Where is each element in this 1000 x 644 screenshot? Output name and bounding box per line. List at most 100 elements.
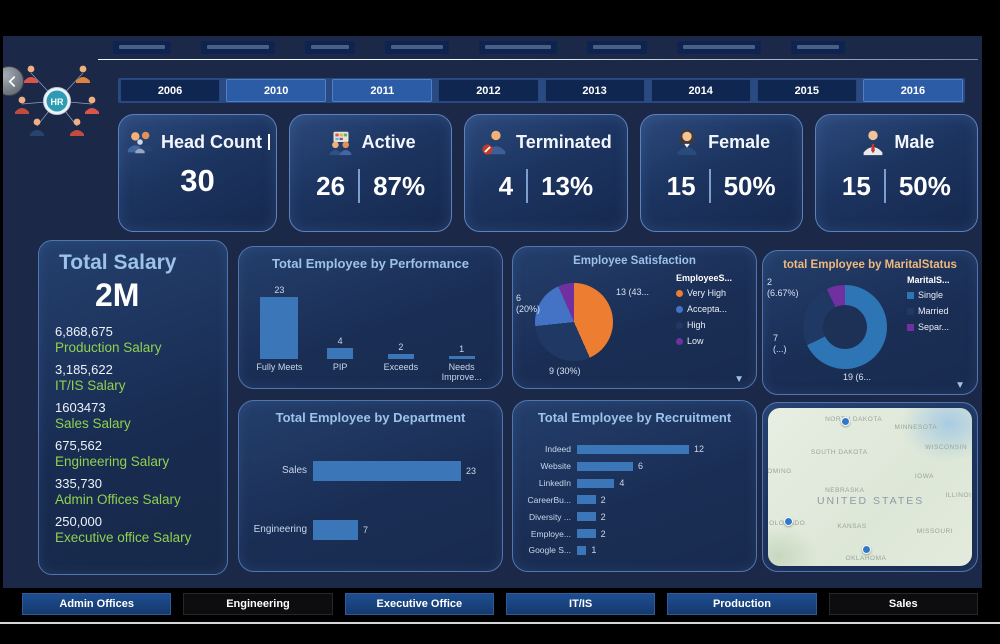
kpi-header-row: Terminated <box>480 127 612 157</box>
legend-item-married[interactable]: Married <box>907 306 971 316</box>
kpi-header-row: Male <box>858 127 934 157</box>
cropped-slicer-item[interactable] <box>201 40 275 54</box>
year-button-2014[interactable]: 2014 <box>650 79 751 102</box>
recruitment-bars: Indeed 12 Website 6 LinkedIn 4 CareerBu... 2 Div… <box>521 441 744 559</box>
bar-row: Sales 23 <box>247 460 490 481</box>
bar[interactable] <box>577 529 596 539</box>
pie-chart[interactable] <box>535 283 613 361</box>
bar[interactable] <box>577 461 633 471</box>
chart-title: Total Employee by Department <box>275 410 466 425</box>
legend-item-accepta-[interactable]: Accepta... <box>676 304 748 314</box>
kpi-card-male: Male 15 50% <box>814 114 978 232</box>
donut-chart[interactable] <box>803 285 887 369</box>
salary-value: 3,185,622 <box>55 362 113 377</box>
map-location-marker[interactable] <box>784 517 794 527</box>
year-button-2011[interactable]: 2011 <box>332 79 433 102</box>
data-label: 9 (30%) <box>549 366 581 376</box>
year-button-2010[interactable]: 2010 <box>226 79 327 102</box>
salary-total-value: 2M <box>95 277 140 313</box>
bar-value-label: 2 <box>600 528 606 539</box>
kpi-divider <box>708 169 711 203</box>
cropped-slicer-item[interactable] <box>791 40 845 54</box>
chevron-down-icon[interactable]: ▼ <box>734 374 744 385</box>
performance-bars: 23 Fully Meets 4 PIP 2 Exceeds 1 Needs Improve.… <box>249 279 492 384</box>
bar[interactable] <box>327 348 354 359</box>
cropped-slicer-item[interactable] <box>677 40 761 54</box>
bar[interactable] <box>577 512 596 522</box>
bar-value-label: 4 <box>337 336 343 347</box>
letterbox-top <box>0 0 1000 36</box>
cropped-slicer-item[interactable] <box>113 40 171 54</box>
cropped-slicer-item[interactable] <box>305 40 355 54</box>
bar-column: 1 Needs Improve... <box>434 344 490 384</box>
year-button-2013[interactable]: 2013 <box>544 79 645 102</box>
bar-row: CareerBu... 2 <box>521 495 744 505</box>
kpi-values: 26 87% <box>316 169 425 203</box>
us-map[interactable]: NORTH DAKOTA MINNESOTA SOUTH DAKOTA WISCONS… <box>768 408 972 566</box>
cropped-slicer-item[interactable] <box>587 40 647 54</box>
bar[interactable] <box>448 356 475 359</box>
salary-value: 250,000 <box>55 514 102 529</box>
legend-label: Very High <box>687 288 727 298</box>
salary-label: Executive office Salary <box>55 530 192 545</box>
salary-panel-title: Total Salary <box>59 251 177 274</box>
bar[interactable] <box>577 545 587 555</box>
kpi-title: Male <box>894 131 935 152</box>
kpi-percent: 87% <box>373 170 426 201</box>
divider-line <box>0 622 1000 624</box>
department-button-engineering[interactable]: Engineering <box>183 593 333 615</box>
bar-value-label: 2 <box>600 494 606 505</box>
year-button-2016[interactable]: 2016 <box>862 79 963 102</box>
map-location-marker[interactable] <box>861 545 871 555</box>
department-button-admin-offices[interactable]: Admin Offices <box>22 593 172 615</box>
map-location-marker[interactable] <box>841 417 851 427</box>
bar-category-label: PIP <box>332 362 348 372</box>
department-chart-card: Total Employee by Department Sales 23 Engi… <box>238 400 503 572</box>
chevron-down-icon[interactable]: ▼ <box>955 380 965 391</box>
department-button-it-is[interactable]: IT/IS <box>505 593 656 615</box>
kpi-header-row: Head Count <box>125 127 270 157</box>
legend-item-low[interactable]: Low <box>676 336 748 346</box>
bar[interactable] <box>577 478 615 488</box>
map-state-label: MISSOURI <box>916 528 954 536</box>
legend-item-separ-[interactable]: Separ... <box>907 322 971 332</box>
data-label: 6 (20%) <box>516 293 541 314</box>
bar[interactable] <box>577 444 689 454</box>
performance-chart-card: Total Employee by Performance 23 Fully Me… <box>238 246 503 389</box>
data-label: 7 (...) <box>773 333 787 354</box>
map-state-label: SOUTH DAKOTA <box>810 449 868 457</box>
map-state-label: OKLAHOMA <box>845 554 887 562</box>
hr-dashboard: HR 2006 2010 2011 2012 2013 2014 2015 2016 Head… <box>3 36 982 588</box>
year-button-2015[interactable]: 2015 <box>756 79 857 102</box>
bar-category-label: Exceeds <box>383 362 419 372</box>
cropped-slicer-item[interactable] <box>479 40 557 54</box>
hr-logo: HR <box>11 60 103 142</box>
bar[interactable] <box>387 353 414 359</box>
kpi-card-terminated: Terminated 4 13% <box>464 114 628 232</box>
bar-row: Website 6 <box>521 461 744 471</box>
bar[interactable] <box>260 297 299 359</box>
kpi-percent: 50% <box>723 170 776 201</box>
legend-marker <box>907 323 914 331</box>
salary-item: 3,185,622 IT/IS Salary <box>55 362 227 393</box>
bar-column: 2 Exceeds <box>373 342 429 384</box>
legend-item-very-high[interactable]: Very High <box>676 288 748 298</box>
legend-item-single[interactable]: Single <box>907 290 971 300</box>
satisfaction-chart-card: Employee Satisfaction EmployeeS... Very H… <box>512 246 757 389</box>
bar-category-label: Engineering <box>253 524 307 535</box>
year-button-2012[interactable]: 2012 <box>438 79 539 102</box>
bar[interactable] <box>313 460 461 481</box>
recruitment-chart-card: Total Employee by Recruitment Indeed 12 We… <box>512 400 757 572</box>
bar-value-label: 23 <box>274 285 285 295</box>
bar[interactable] <box>313 519 359 540</box>
department-button-sales[interactable]: Sales <box>828 593 978 615</box>
department-button-production[interactable]: Production <box>667 593 817 615</box>
cropped-slicer-item[interactable] <box>385 40 449 54</box>
year-button-2006[interactable]: 2006 <box>120 79 221 102</box>
legend-item-high[interactable]: High <box>676 320 748 330</box>
bar[interactable] <box>577 495 596 505</box>
bar-row: Engineering 7 <box>247 519 490 540</box>
department-button-executive-office[interactable]: Executive Office <box>344 593 494 615</box>
map-state-label: NEBRASKA <box>825 487 865 494</box>
